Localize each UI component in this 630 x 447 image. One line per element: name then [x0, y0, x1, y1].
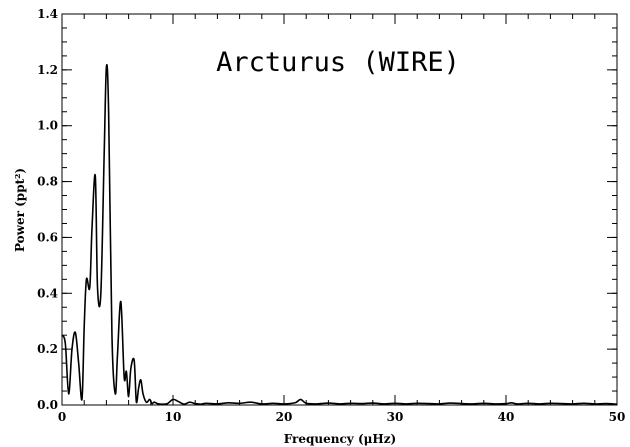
y-axis-label: Power (ppt²): [13, 168, 27, 252]
y-tick-label: 1.4: [37, 7, 58, 21]
y-tick-label: 0.0: [37, 398, 58, 412]
y-tick-label: 0.8: [37, 175, 58, 189]
x-tick-label: 40: [498, 410, 515, 424]
y-tick-label: 1.0: [37, 119, 58, 133]
x-tick-label: 30: [387, 410, 404, 424]
x-axis-tick-labels: 0 10 20 30 40 50: [58, 410, 626, 424]
y-tick-label: 0.2: [37, 342, 58, 356]
chart-annotation: Arcturus (WIRE): [216, 47, 460, 78]
power-spectrum-line: [62, 65, 617, 404]
y-tick-label: 1.2: [37, 63, 58, 77]
y-tick-label: 0.4: [37, 286, 58, 300]
y-tick-label: 0.6: [37, 230, 58, 244]
x-tick-label: 50: [609, 410, 626, 424]
x-axis-label: Frequency (μHz): [284, 432, 397, 446]
x-tick-label: 10: [165, 410, 182, 424]
x-tick-label: 0: [58, 410, 66, 424]
x-tick-label: 20: [276, 410, 293, 424]
y-axis-tick-labels: 0.0 0.2 0.4 0.6 0.8 1.0 1.2 1.4: [37, 7, 58, 412]
